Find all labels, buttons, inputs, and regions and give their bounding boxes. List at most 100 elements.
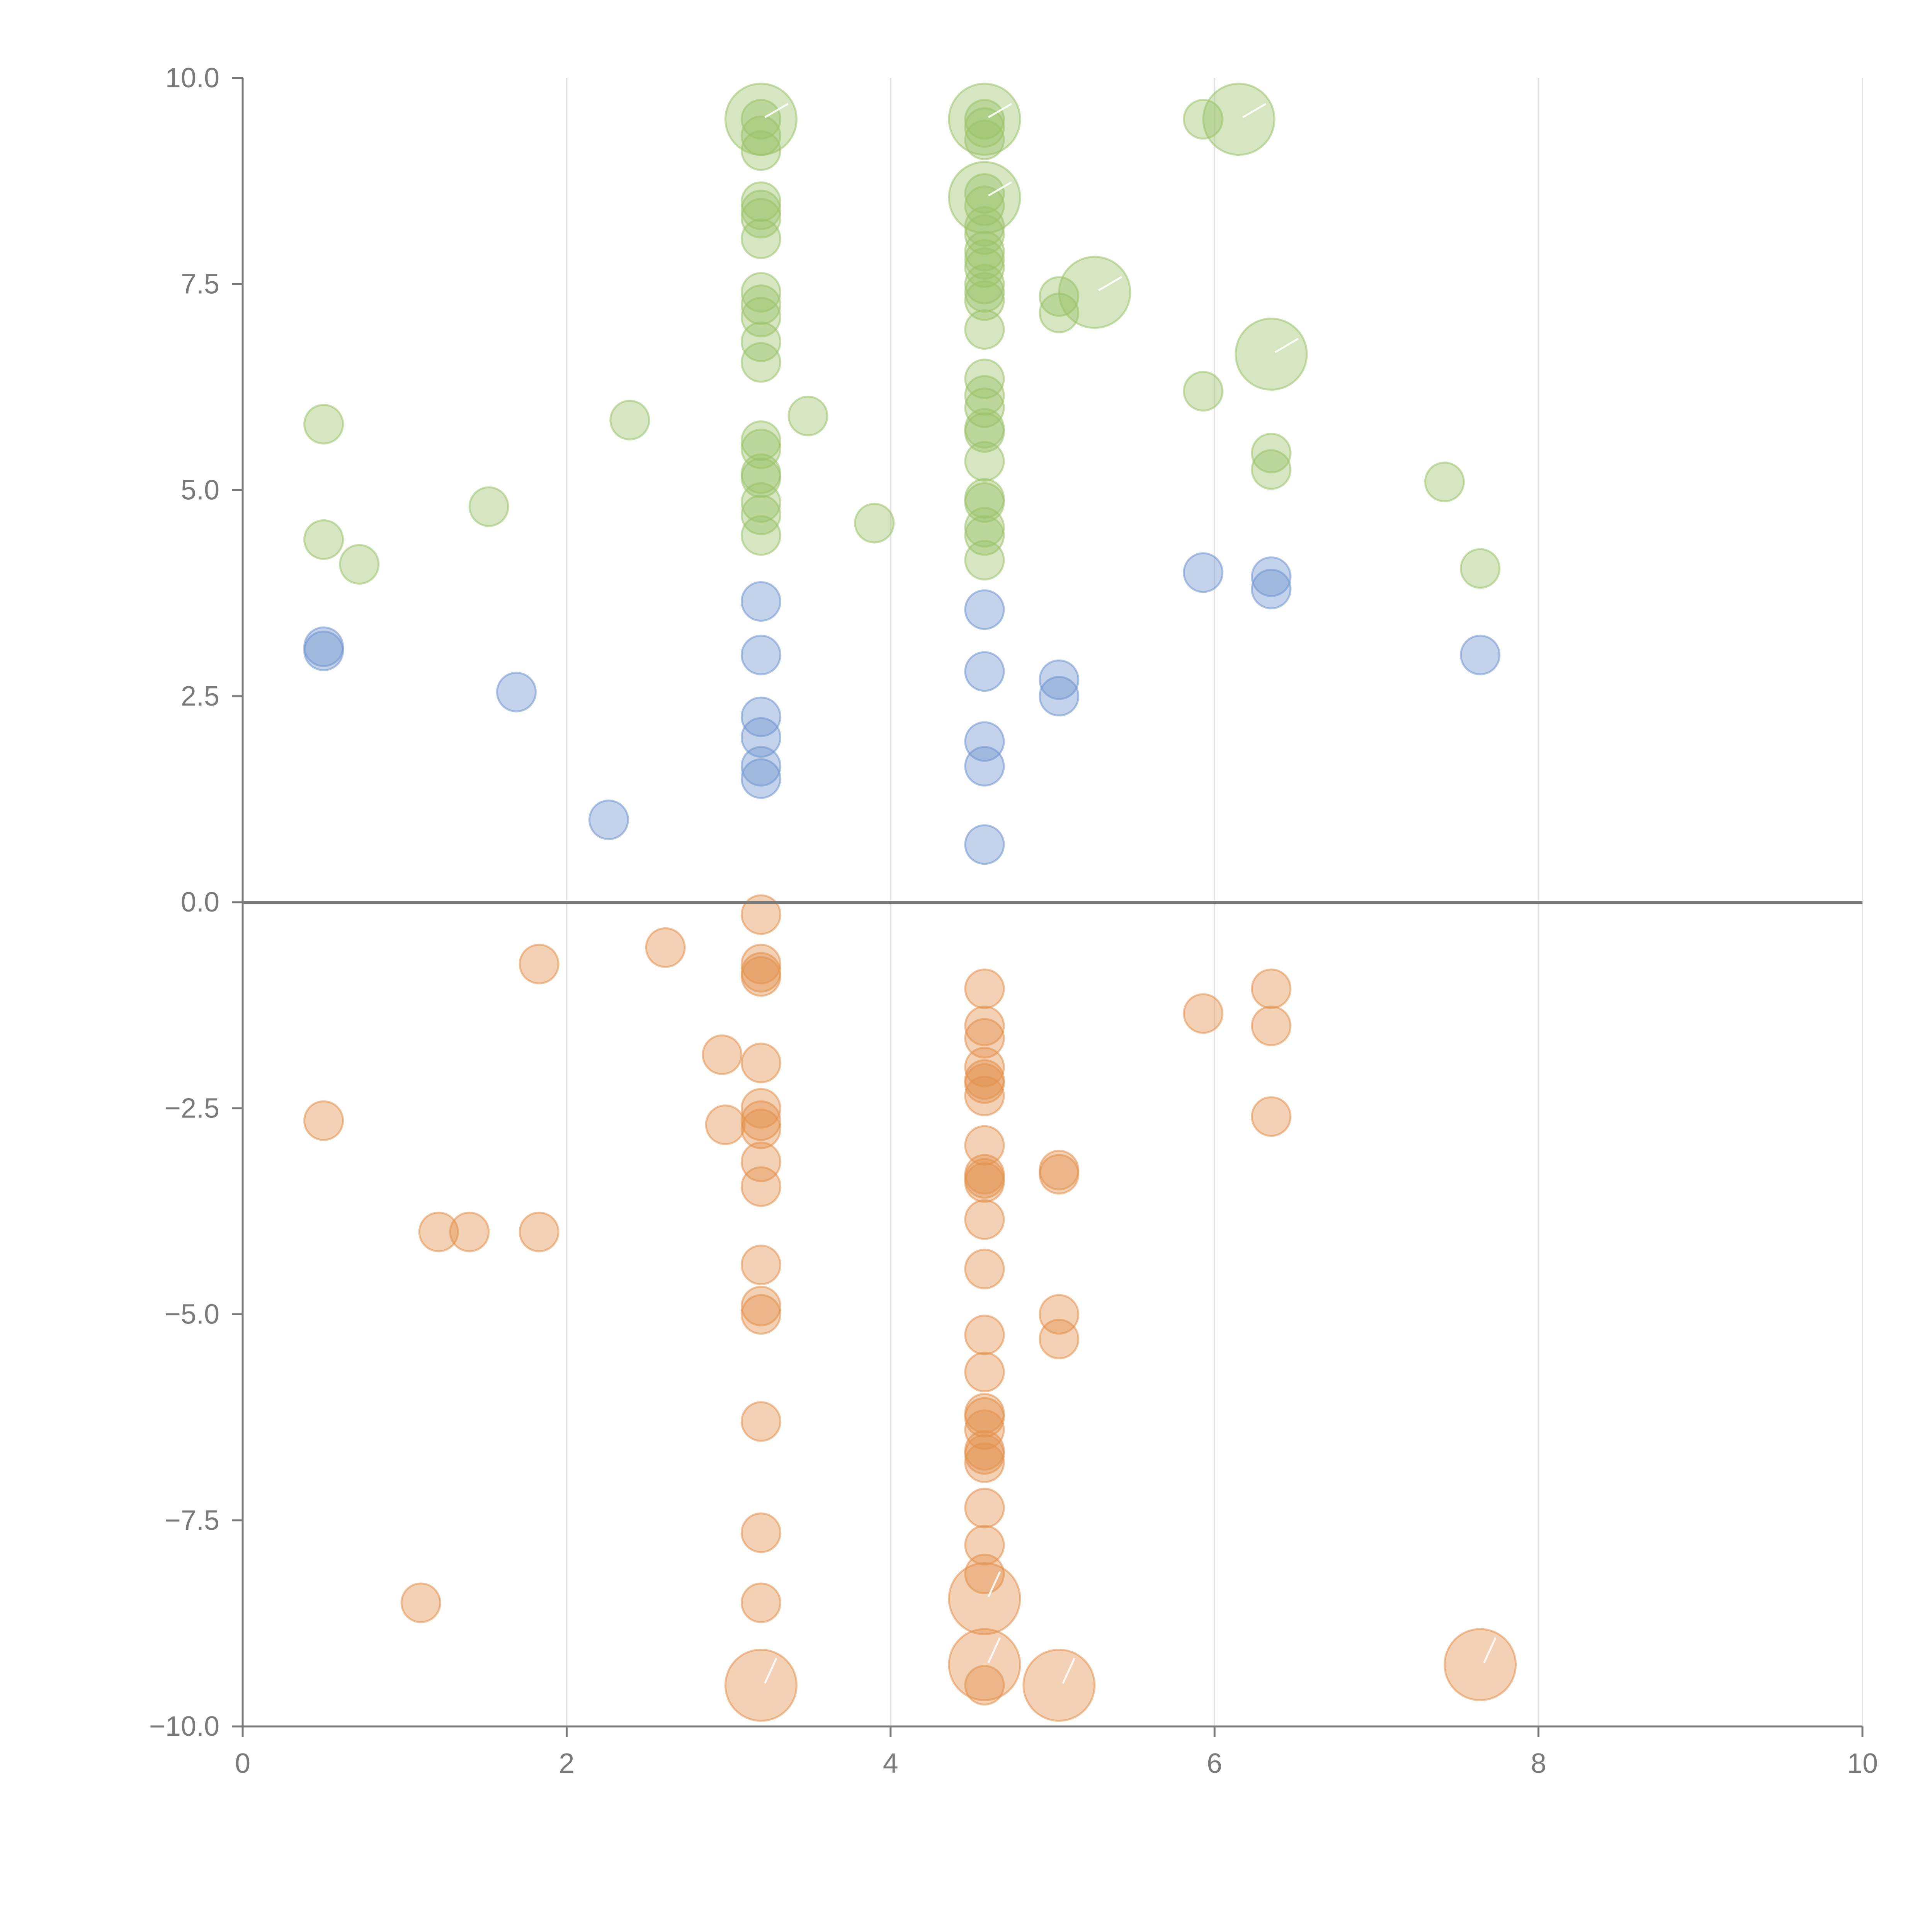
green-point <box>740 297 781 338</box>
label-leader-line <box>1274 338 1299 353</box>
orange-point <box>1251 1005 1292 1046</box>
green-point <box>964 309 1005 350</box>
orange-point <box>740 1043 781 1083</box>
blue-point <box>964 721 1005 762</box>
blue-point <box>1460 634 1501 675</box>
y-tick-label: 10.0 <box>165 63 219 94</box>
orange-point <box>964 1434 1005 1475</box>
orange-point <box>1251 1096 1292 1137</box>
label-leader-line <box>988 181 1012 197</box>
green-large-point <box>948 83 1021 156</box>
green-point <box>964 264 1005 304</box>
orange-point <box>964 1005 1005 1046</box>
orange-point <box>740 1245 781 1286</box>
y-tick-label: 7.5 <box>181 269 219 299</box>
y-tick-label: −10.0 <box>149 1711 219 1742</box>
green-point <box>964 507 1005 548</box>
orange-point <box>740 1582 781 1623</box>
x-tick-label: 10 <box>1847 1748 1878 1779</box>
orange-point <box>740 1166 781 1207</box>
green-point <box>964 387 1005 428</box>
green-point <box>964 441 1005 482</box>
orange-large-point <box>948 1562 1021 1635</box>
data-points <box>303 83 1517 1722</box>
label-leader-line <box>764 1658 777 1684</box>
blue-point <box>740 717 781 758</box>
label-leader-line <box>987 1637 1001 1663</box>
label-leader-line <box>1242 103 1267 118</box>
green-point <box>964 239 1005 280</box>
blue-point <box>740 634 781 675</box>
green-point <box>964 412 1005 453</box>
orange-point <box>740 1286 781 1327</box>
axes: −10.0 −7.5 −5.0 −2.5 0.0 2.5 5.0 7.5 10.0 0 2 4 6 8 10 <box>149 63 1878 1779</box>
green-point <box>740 99 781 140</box>
green-point <box>964 482 1005 523</box>
orange-point <box>449 1211 490 1252</box>
y-tick-label: 5.0 <box>181 475 219 506</box>
green-large-point <box>724 83 798 156</box>
green-point <box>740 284 781 325</box>
blue-point <box>496 672 537 713</box>
orange-large-point <box>948 1628 1021 1701</box>
orange-point <box>964 1125 1005 1166</box>
blue-point <box>303 630 344 671</box>
y-tick-label: 0.0 <box>181 887 219 918</box>
orange-point <box>964 1063 1005 1104</box>
blue-point <box>964 746 1005 787</box>
blue-point <box>1251 568 1292 609</box>
y-tick-label: 2.5 <box>181 681 219 712</box>
x-tick-label: 6 <box>1207 1748 1222 1779</box>
orange-point <box>519 944 560 985</box>
green-point <box>740 130 781 171</box>
green-point <box>787 396 828 437</box>
orange-point <box>519 1211 560 1252</box>
green-point <box>964 119 1005 160</box>
orange-point <box>740 944 781 985</box>
orange-point <box>964 1162 1005 1203</box>
orange-large-point <box>1444 1628 1517 1701</box>
label-leader-line <box>764 103 789 118</box>
label-leader-line <box>1098 276 1122 291</box>
green-point <box>964 515 1005 556</box>
green-point <box>468 486 509 527</box>
green-point <box>303 404 344 445</box>
green-point <box>740 218 781 259</box>
green-point <box>740 429 781 469</box>
y-tick-label: −2.5 <box>165 1093 219 1124</box>
green-point <box>740 457 781 498</box>
green-point <box>964 272 1005 313</box>
green-point <box>740 494 781 535</box>
green-point <box>1251 449 1292 490</box>
green-point <box>740 342 781 383</box>
orange-point <box>1039 1318 1080 1359</box>
green-point <box>740 189 781 230</box>
green-point <box>1183 371 1224 412</box>
orange-point <box>702 1034 743 1075</box>
green-point <box>964 214 1005 255</box>
orange-point <box>740 1088 781 1129</box>
green-point <box>740 482 781 523</box>
green-large-point <box>1058 256 1131 329</box>
orange-point <box>964 968 1005 1009</box>
orange-point <box>303 1100 344 1141</box>
blue-point <box>740 581 781 622</box>
orange-point <box>964 1665 1005 1706</box>
green-point <box>854 503 895 544</box>
label-leader-line <box>987 1571 1001 1597</box>
orange-point <box>964 1075 1005 1116</box>
x-tick-label: 4 <box>883 1748 898 1779</box>
orange-point <box>740 1401 781 1442</box>
blue-point <box>1039 659 1080 700</box>
orange-point <box>740 956 781 997</box>
green-point <box>609 400 650 440</box>
label-leader-line <box>1062 1658 1076 1684</box>
green-point <box>964 107 1005 148</box>
green-point <box>964 375 1005 416</box>
green-point <box>964 247 1005 288</box>
orange-point <box>740 894 781 935</box>
orange-point <box>418 1211 459 1252</box>
orange-point <box>1039 1154 1080 1195</box>
green-point <box>303 519 344 560</box>
